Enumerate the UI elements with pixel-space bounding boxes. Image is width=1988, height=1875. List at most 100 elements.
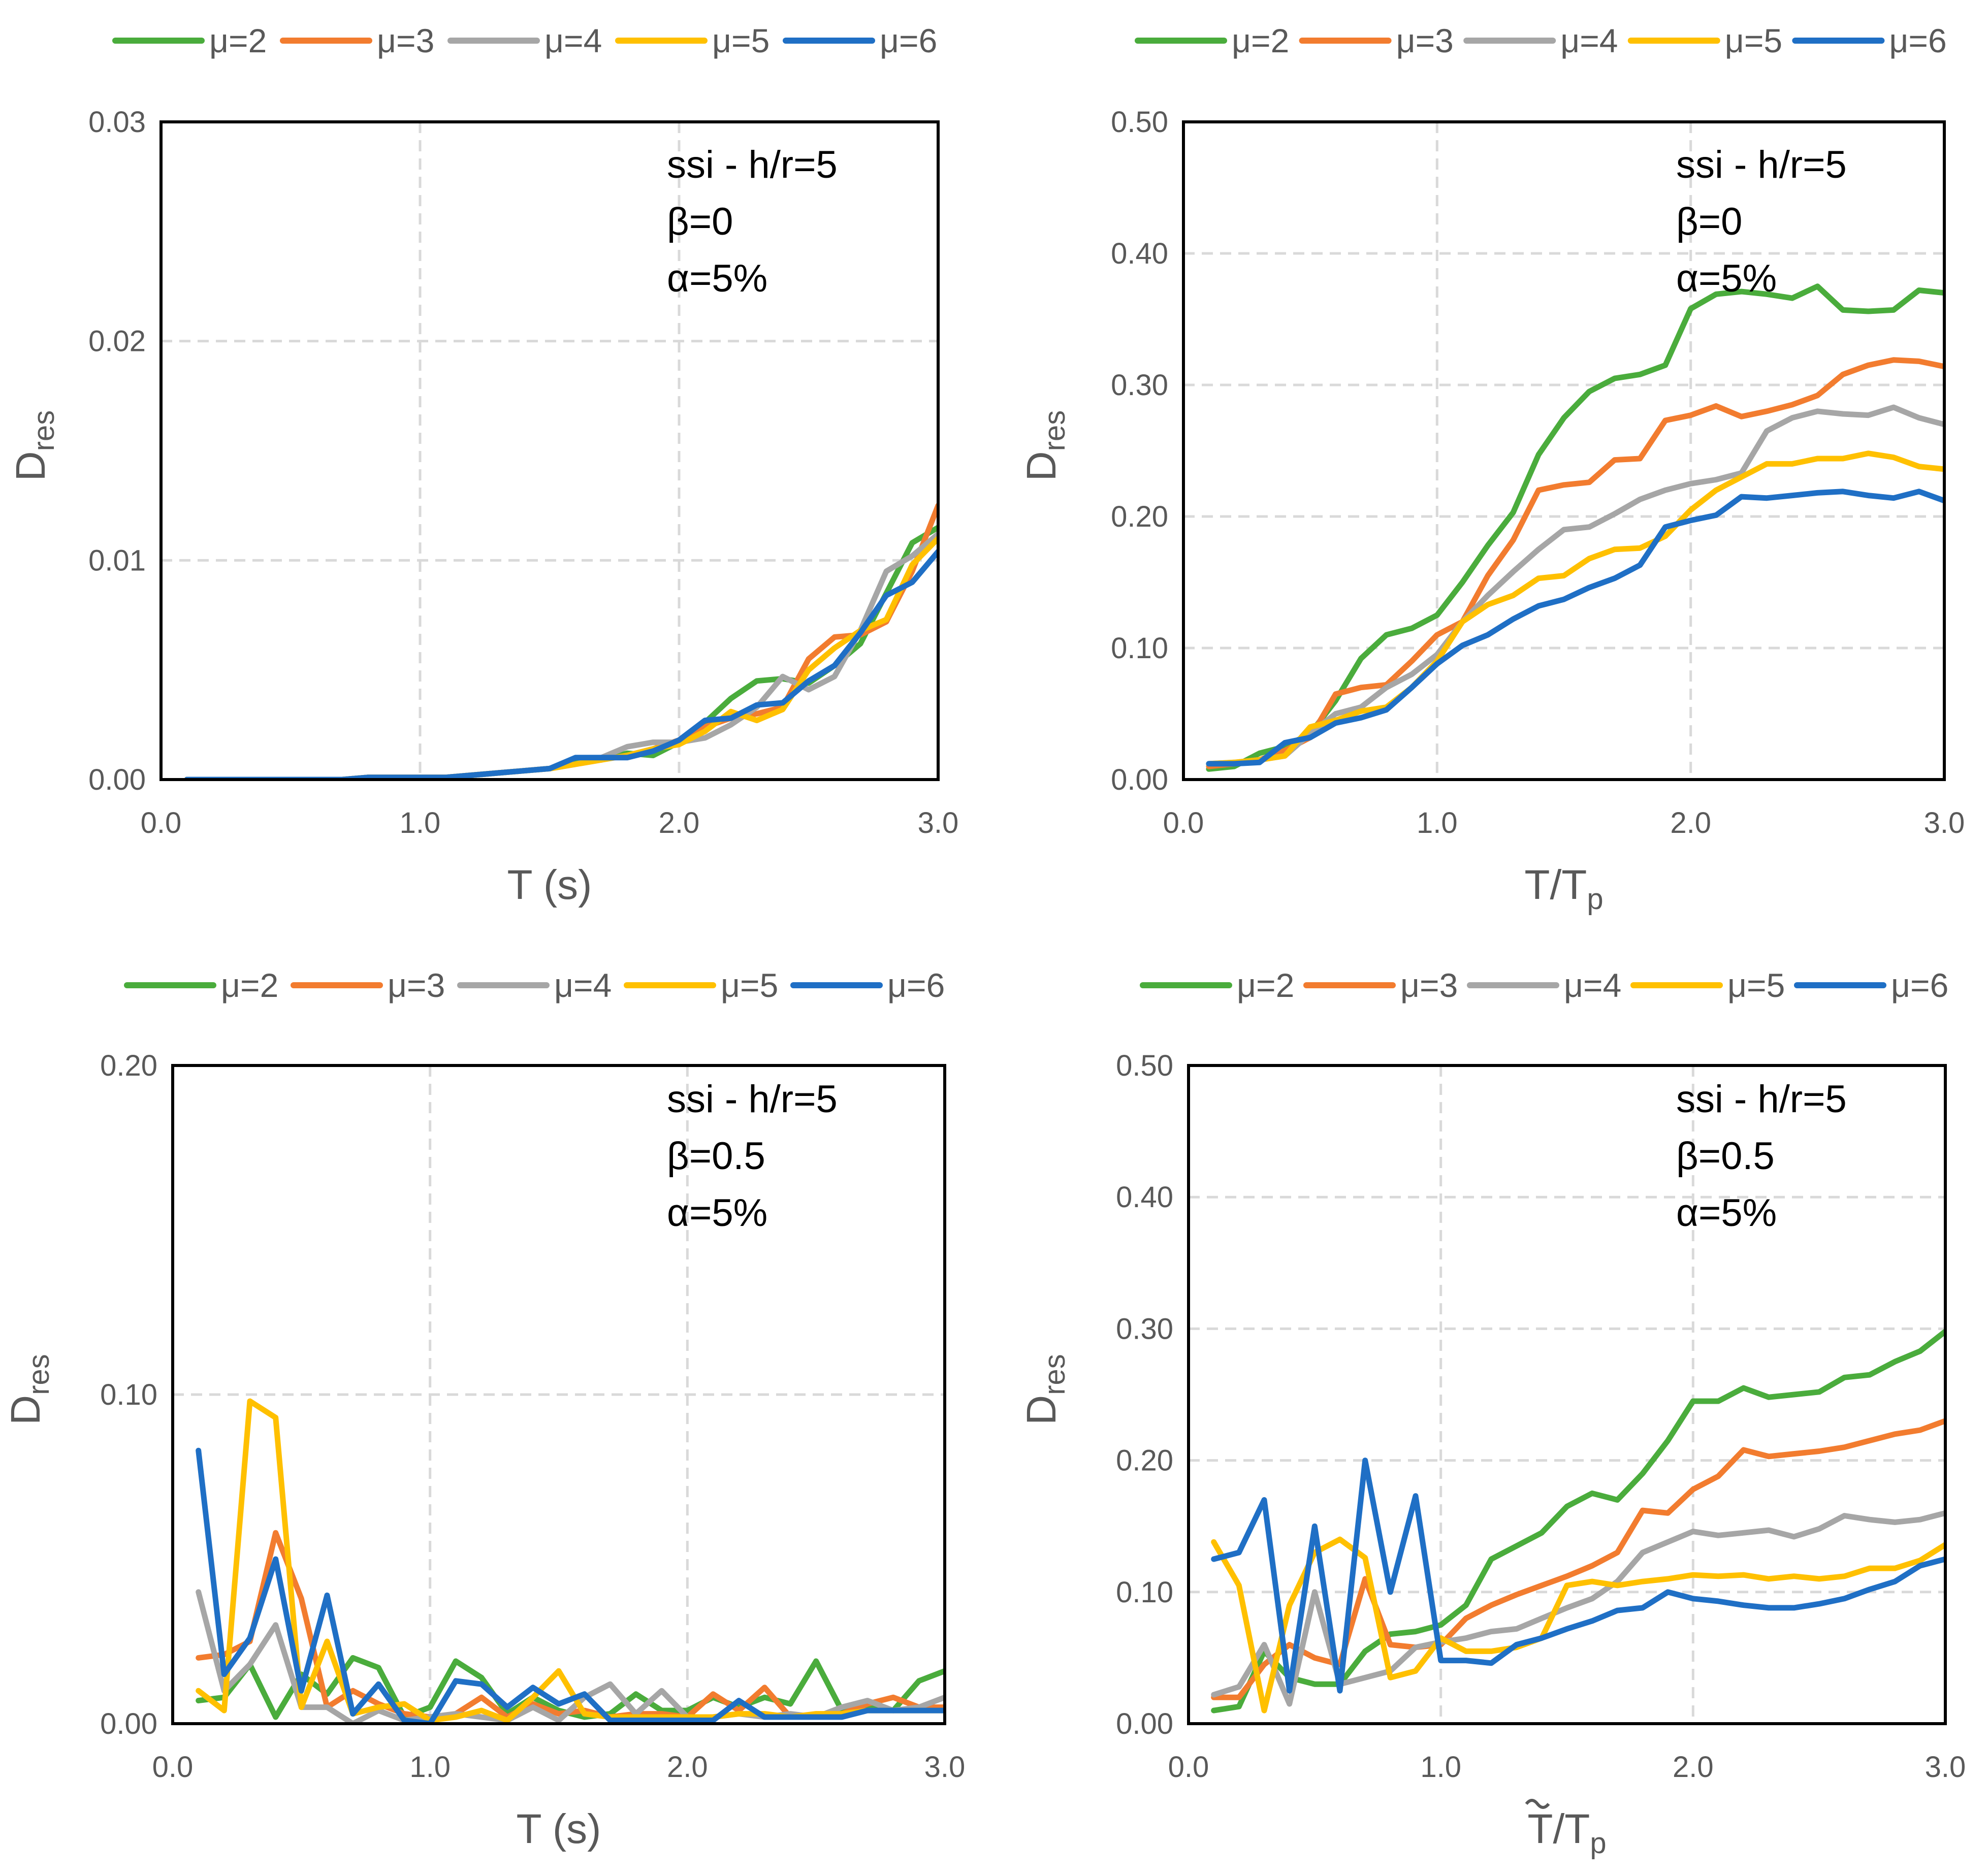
annotation-text: α=5% xyxy=(1676,257,1777,300)
legend-item-mu6: μ=6 xyxy=(1792,22,1947,59)
series-group xyxy=(1211,1329,1945,1714)
annotation-text: ssi - h/r=5 xyxy=(667,143,838,186)
y-axis-title: Dres xyxy=(8,410,60,481)
series-line-mu3 xyxy=(1206,357,1944,769)
y-tick-label: 0.20 xyxy=(100,1049,157,1082)
y-tick-label: 0.03 xyxy=(88,106,146,139)
legend-label: μ=4 xyxy=(544,22,602,59)
legend-item-mu3: μ=3 xyxy=(1299,22,1454,59)
y-axis-title: Dres xyxy=(1018,410,1071,481)
legend-label: μ=4 xyxy=(1560,22,1618,59)
legend-item-mu2: μ=2 xyxy=(1140,966,1294,1004)
x-tick-label: 1.0 xyxy=(1417,806,1458,839)
series-group xyxy=(196,1398,945,1724)
legend-item-mu6: μ=6 xyxy=(790,966,945,1004)
x-tick-label: 3.0 xyxy=(924,1751,966,1784)
x-tick-label: 3.0 xyxy=(1924,806,1965,839)
legend-label: μ=3 xyxy=(377,22,434,59)
legend-item-mu5: μ=5 xyxy=(615,22,769,59)
annotation-text: β=0 xyxy=(667,200,733,243)
y-tick-label: 0.00 xyxy=(1116,1707,1173,1740)
y-tick-label: 0.02 xyxy=(88,325,146,358)
annotation-text: ssi - h/r=5 xyxy=(1676,143,1847,186)
x-tick-label: 3.0 xyxy=(918,806,959,839)
x-axis-title: T (s) xyxy=(516,1806,601,1852)
chart-bottom-right: 0.0 1.0 2.0 3.0 0.00 0.10 0.20 0.30 0.40 0.50 ssi … xyxy=(1018,966,1966,1860)
legend-label: μ=4 xyxy=(1564,966,1621,1004)
series-line-mu2 xyxy=(1211,1329,1945,1714)
legend-label: μ=5 xyxy=(712,22,769,59)
series-line-mu5 xyxy=(184,535,938,780)
y-tick-label: 0.10 xyxy=(1116,1576,1173,1609)
series-line-mu6 xyxy=(1211,1458,1945,1694)
legend-item-mu5: μ=5 xyxy=(624,966,778,1004)
chart-top-right: 0.0 1.0 2.0 3.0 0.00 0.10 0.20 0.30 0.40 0.50 ssi … xyxy=(1018,22,1965,916)
annotation-text: α=5% xyxy=(1676,1191,1777,1235)
annotation-text: ssi - h/r=5 xyxy=(667,1078,838,1121)
legend-label: μ=6 xyxy=(1889,22,1946,59)
y-tick-label: 0.00 xyxy=(88,763,146,796)
x-axis-title: T/Tp xyxy=(1524,862,1603,916)
series-line-mu5 xyxy=(196,1398,945,1723)
legend-label: μ=6 xyxy=(887,966,945,1004)
series-line-mu6 xyxy=(184,548,938,780)
legend-label: μ=5 xyxy=(1727,966,1785,1004)
chart-bottom-left: 0.0 1.0 2.0 3.0 0.00 0.10 0.20 ssi - h/r=5 β=0.5… xyxy=(3,966,965,1852)
y-tick-label: 0.10 xyxy=(1111,632,1168,665)
annotation-text: β=0 xyxy=(1676,200,1742,243)
x-tick-label: 2.0 xyxy=(667,1751,708,1784)
x-tick-label: 3.0 xyxy=(1925,1751,1966,1784)
legend-item-mu3: μ=3 xyxy=(280,22,434,59)
series-line-mu3 xyxy=(1211,1418,1945,1700)
series-line-mu3 xyxy=(184,502,938,780)
legend-item-mu6: μ=6 xyxy=(1794,966,1948,1004)
legend-item-mu2: μ=2 xyxy=(1135,22,1289,59)
series-group xyxy=(184,502,938,780)
y-axis-title: Dres xyxy=(3,1354,55,1425)
y-axis-title: Dres xyxy=(1018,1354,1071,1425)
x-tick-label: 0.0 xyxy=(1168,1751,1209,1784)
legend-item-mu2: μ=2 xyxy=(124,966,278,1004)
legend-item-mu6: μ=6 xyxy=(783,22,937,59)
plot-area-frame xyxy=(1187,1064,1947,1725)
plot-area-frame xyxy=(171,1064,946,1725)
plot-area-frame xyxy=(159,120,940,781)
x-tick-label: 0.0 xyxy=(152,1751,194,1784)
legend-label: μ=2 xyxy=(1237,966,1294,1004)
series-group xyxy=(1206,283,1944,772)
annotation-text: α=5% xyxy=(667,257,767,300)
chart-top-left: 0.0 1.0 2.0 3.0 0.00 0.01 0.02 0.03 ssi - h/r=5 β… xyxy=(8,22,958,908)
series-line-mu4 xyxy=(1206,404,1944,767)
legend-label: μ=3 xyxy=(1400,966,1458,1004)
legend-item-mu4: μ=4 xyxy=(457,966,612,1004)
legend-label: μ=2 xyxy=(209,22,267,59)
x-tick-label: 2.0 xyxy=(659,806,700,839)
y-tick-label: 0.40 xyxy=(1111,237,1168,270)
x-tick-label: 1.0 xyxy=(400,806,441,839)
legend-item-mu5: μ=5 xyxy=(1627,22,1782,59)
legend-label: μ=3 xyxy=(388,966,445,1004)
y-tick-label: 0.30 xyxy=(1116,1312,1173,1345)
plot-area-frame xyxy=(1182,120,1946,781)
legend-label: μ=6 xyxy=(1891,966,1948,1004)
y-tick-label: 0.00 xyxy=(1111,763,1168,796)
y-tick-label: 0.20 xyxy=(1116,1444,1173,1477)
legend-item-mu4: μ=4 xyxy=(1467,966,1621,1004)
y-tick-label: 0.10 xyxy=(100,1378,157,1411)
tilde-accent xyxy=(1525,1799,1550,1809)
legend-label: μ=6 xyxy=(880,22,937,59)
y-tick-label: 0.50 xyxy=(1116,1049,1173,1082)
y-tick-label: 0.01 xyxy=(88,544,146,577)
annotation-text: β=0.5 xyxy=(667,1135,765,1178)
annotation-text: ssi - h/r=5 xyxy=(1676,1078,1847,1121)
legend-label: μ=5 xyxy=(721,966,778,1004)
x-axis-title: T (s) xyxy=(507,862,592,908)
legend-label: μ=2 xyxy=(1232,22,1289,59)
series-line-mu6 xyxy=(1206,489,1944,767)
x-tick-label: 1.0 xyxy=(409,1751,451,1784)
annotation-text: β=0.5 xyxy=(1676,1135,1775,1178)
legend-label: μ=3 xyxy=(1396,22,1454,59)
x-tick-label: 1.0 xyxy=(1420,1751,1461,1784)
x-tick-label: 2.0 xyxy=(1673,1751,1714,1784)
